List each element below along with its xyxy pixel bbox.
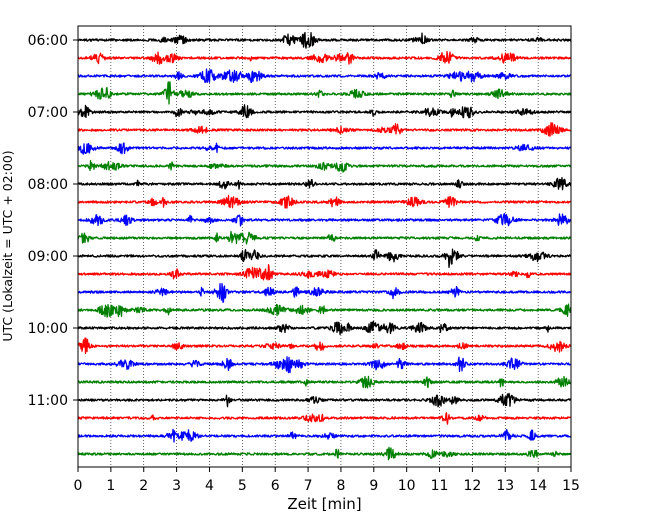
seismogram-trace bbox=[77, 303, 572, 318]
y-axis: 06:00 07:00 08:00 09:00 10:00 11:00 bbox=[28, 33, 78, 409]
seismogram-trace bbox=[77, 412, 572, 425]
x-tick-label: 6 bbox=[271, 478, 280, 494]
seismogram-trace bbox=[77, 213, 572, 227]
x-tick-label: 4 bbox=[205, 478, 214, 494]
x-tick-label: 5 bbox=[238, 478, 247, 494]
axes-frame bbox=[77, 25, 572, 468]
x-tick-label: 1 bbox=[106, 478, 115, 494]
x-tick-label: 14 bbox=[529, 478, 547, 494]
x-tick-label: 0 bbox=[74, 478, 83, 494]
seismogram-trace bbox=[77, 320, 572, 336]
seismogram-trace bbox=[77, 50, 572, 65]
seismogram-trace bbox=[77, 68, 572, 84]
x-tick-label: 2 bbox=[139, 478, 148, 494]
x-tick-label: 12 bbox=[463, 478, 481, 494]
y-tick-label: 08:00 bbox=[28, 177, 68, 193]
x-tick-label: 15 bbox=[562, 478, 580, 494]
x-tick-label: 10 bbox=[398, 478, 416, 494]
y-tick-label: 11:00 bbox=[28, 393, 68, 409]
x-tick-label: 9 bbox=[369, 478, 378, 494]
seismogram-trace bbox=[77, 428, 572, 443]
x-tick-label: 13 bbox=[496, 478, 514, 494]
seismogram-trace bbox=[77, 194, 572, 209]
x-axis: 0 1 2 3 4 5 6 7 8 9 10 11 12 13 14 15 bbox=[74, 467, 580, 494]
x-tick-label: 11 bbox=[431, 478, 449, 494]
seismogram-trace bbox=[77, 81, 572, 105]
y-tick-label: 09:00 bbox=[28, 249, 68, 265]
y-tick-label: 07:00 bbox=[28, 105, 68, 121]
seismogram-trace bbox=[77, 392, 572, 408]
x-axis-label: Zeit [min] bbox=[287, 495, 361, 513]
seismogram-trace bbox=[77, 122, 572, 137]
y-axis-label: UTC (Lokalzeit = UTC + 02:00) bbox=[0, 150, 15, 341]
seismogram-trace bbox=[77, 142, 572, 155]
seismogram-trace bbox=[77, 248, 572, 269]
y-tick-label: 10:00 bbox=[28, 321, 68, 337]
x-tick-label: 8 bbox=[336, 478, 345, 494]
seismogram-trace bbox=[77, 104, 572, 119]
seismogram-trace bbox=[77, 282, 572, 303]
seismogram-trace bbox=[77, 230, 572, 245]
x-tick-label: 7 bbox=[304, 478, 313, 494]
seismogram-trace bbox=[77, 31, 572, 49]
seismogram-trace bbox=[77, 337, 572, 355]
seismogram-trace bbox=[77, 375, 572, 389]
seismogram-trace bbox=[77, 446, 572, 461]
y-tick-label: 06:00 bbox=[28, 33, 68, 49]
seismogram-trace bbox=[77, 177, 572, 191]
seismogram-trace bbox=[77, 160, 572, 173]
seismogram-trace bbox=[77, 264, 572, 281]
seismogram-trace bbox=[77, 356, 572, 374]
traces bbox=[77, 31, 572, 461]
x-tick-label: 3 bbox=[172, 478, 181, 494]
